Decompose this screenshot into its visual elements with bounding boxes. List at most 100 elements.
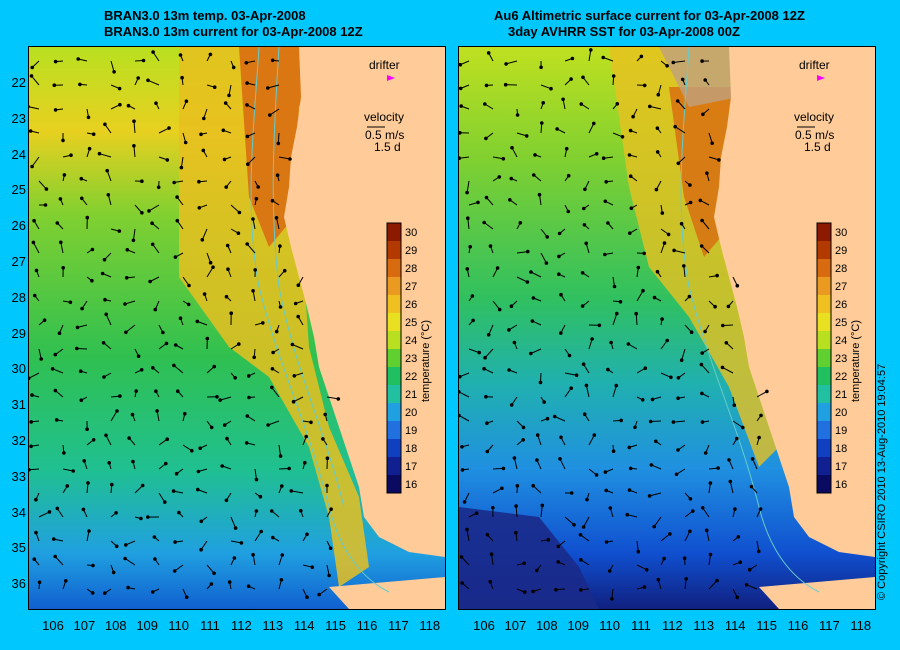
current-arrow-head bbox=[727, 458, 731, 462]
current-arrow-head bbox=[85, 215, 90, 220]
current-arrow bbox=[513, 457, 518, 470]
current-arrow-head bbox=[509, 304, 514, 309]
current-arrow-head bbox=[299, 508, 303, 513]
drifter-label: drifter bbox=[369, 58, 400, 72]
current-arrow-head bbox=[155, 409, 159, 413]
current-arrow-head bbox=[555, 127, 559, 131]
drifter-label-right: drifter bbox=[799, 58, 830, 72]
colorbar-tick-label: 20 bbox=[405, 407, 417, 419]
colorbar-tick-label: 27 bbox=[835, 281, 847, 293]
current-arrow-head bbox=[328, 546, 333, 551]
current-arrow-head bbox=[53, 554, 58, 559]
current-arrow-head bbox=[310, 565, 315, 570]
current-arrow-head bbox=[721, 323, 725, 328]
current-arrow-head bbox=[733, 507, 737, 511]
current-arrow-head bbox=[254, 196, 259, 201]
colorbar-swatch bbox=[817, 295, 831, 313]
current-arrow-head bbox=[470, 294, 475, 298]
current-arrow-head bbox=[304, 434, 309, 439]
current-arrow-head bbox=[649, 463, 654, 467]
current-arrow bbox=[31, 75, 40, 86]
current-arrow-head bbox=[223, 101, 228, 105]
current-arrow bbox=[459, 415, 470, 422]
current-arrow-head bbox=[485, 532, 490, 537]
current-arrow bbox=[701, 220, 710, 230]
current-arrow bbox=[706, 530, 710, 542]
current-arrow-head bbox=[459, 374, 462, 379]
current-arrow bbox=[702, 507, 710, 518]
current-arrow-head bbox=[271, 535, 275, 540]
current-arrow-head bbox=[245, 414, 250, 418]
current-arrow-head bbox=[81, 507, 86, 512]
current-arrow-head bbox=[130, 412, 135, 417]
current-arrow-head bbox=[634, 311, 638, 316]
current-arrow-head bbox=[164, 341, 169, 346]
current-arrow bbox=[559, 458, 566, 470]
current-arrow-head bbox=[291, 399, 296, 404]
current-arrow-head bbox=[701, 112, 705, 117]
colorbar-tick-label: 16 bbox=[835, 479, 847, 491]
current-arrow-head bbox=[147, 209, 151, 213]
current-arrow-head bbox=[655, 150, 660, 154]
current-arrow-head bbox=[178, 53, 183, 57]
current-arrow-head bbox=[604, 540, 609, 544]
current-arrow bbox=[684, 531, 691, 542]
current-arrow-head bbox=[501, 466, 506, 471]
y-tick-label: 31 bbox=[11, 397, 26, 413]
current-arrow-head bbox=[132, 119, 136, 123]
current-arrow-head bbox=[643, 366, 648, 371]
current-arrow-head bbox=[580, 271, 585, 275]
colorbar-swatch bbox=[817, 385, 831, 403]
current-arrow bbox=[530, 271, 542, 278]
current-arrow-head bbox=[628, 174, 633, 178]
current-arrow bbox=[673, 420, 686, 423]
current-arrow-head bbox=[199, 519, 204, 524]
colorbar-tick-label: 17 bbox=[405, 461, 417, 473]
current-arrow-head bbox=[199, 132, 203, 137]
current-arrow-head bbox=[321, 437, 325, 441]
current-arrow bbox=[674, 126, 686, 134]
current-arrow-head bbox=[37, 580, 42, 585]
current-arrow-head bbox=[293, 301, 298, 306]
current-arrow-head bbox=[139, 368, 144, 372]
current-arrow bbox=[491, 554, 494, 566]
current-arrow-head bbox=[71, 469, 76, 473]
current-arrow-head bbox=[29, 444, 33, 449]
x-tick-label: 111 bbox=[631, 618, 651, 633]
current-arrow-head bbox=[486, 333, 491, 337]
current-arrow-head bbox=[256, 185, 260, 189]
x-tick-label: 107 bbox=[73, 618, 96, 633]
x-tick-label: 110 bbox=[168, 618, 189, 633]
current-arrow-head bbox=[174, 471, 179, 476]
current-arrow-head bbox=[604, 180, 608, 184]
current-arrow-head bbox=[280, 553, 285, 557]
current-arrow-head bbox=[224, 498, 229, 503]
current-arrow bbox=[466, 180, 470, 193]
current-arrow-head bbox=[749, 484, 754, 489]
current-arrow bbox=[515, 506, 518, 518]
left-colorbar-title: temperature (°C) bbox=[420, 320, 432, 402]
current-arrow-head bbox=[289, 489, 294, 493]
current-arrow bbox=[148, 204, 160, 212]
current-arrow-head bbox=[325, 483, 329, 488]
current-arrow-head bbox=[86, 481, 90, 485]
current-arrow-head bbox=[276, 141, 281, 146]
left-map-svg: drifter velocity 0.5 m/s 1.5 d 30 29 28 27 2… bbox=[29, 47, 445, 609]
current-arrow-head bbox=[604, 488, 608, 493]
current-arrow bbox=[29, 372, 40, 379]
current-arrow-head bbox=[278, 305, 283, 309]
current-arrow-head bbox=[684, 577, 688, 581]
left-current-arrows bbox=[29, 50, 341, 600]
current-arrow-head bbox=[180, 75, 184, 80]
velocity-speed-right: 0.5 m/s bbox=[795, 128, 834, 142]
current-arrow-head bbox=[139, 516, 143, 521]
current-arrow-head bbox=[55, 506, 60, 511]
current-arrow bbox=[278, 156, 291, 160]
drifter-icon-right bbox=[817, 75, 825, 81]
current-arrow-head bbox=[288, 157, 292, 161]
current-arrow-head bbox=[282, 268, 287, 273]
colorbar-tick-label: 29 bbox=[835, 245, 847, 257]
current-arrow bbox=[201, 228, 208, 240]
current-arrow-head bbox=[54, 418, 59, 422]
current-arrow-head bbox=[556, 544, 561, 549]
